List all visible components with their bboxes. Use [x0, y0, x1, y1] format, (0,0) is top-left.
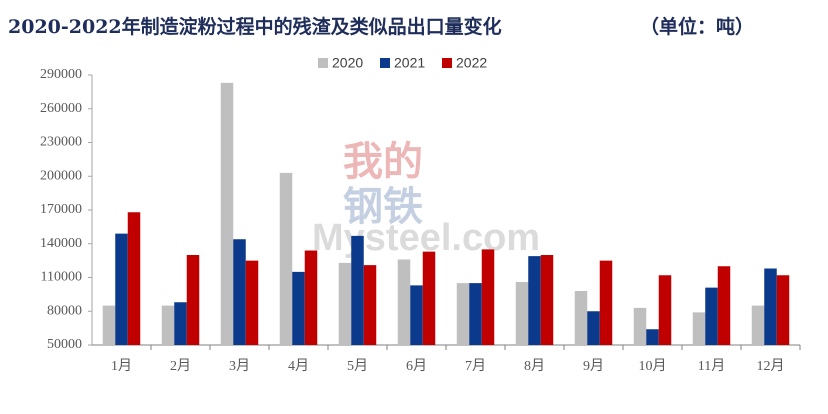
bar — [363, 265, 377, 345]
bar — [115, 233, 128, 345]
y-tick-label: 260000 — [40, 101, 82, 116]
y-tick-label: 170000 — [40, 202, 82, 217]
legend-label: 2021 — [394, 55, 425, 71]
legend-label: 2022 — [456, 55, 487, 71]
bar — [574, 291, 588, 345]
y-tick-label: 230000 — [40, 135, 82, 150]
chart-title: 2020-2022年制造淀粉过程中的残渣及类似品出口量变化 — [8, 15, 502, 38]
unit-label: （单位：吨） — [640, 15, 754, 38]
bar — [587, 311, 600, 345]
legend-swatch — [318, 58, 328, 68]
bar — [127, 212, 141, 345]
y-tick-label: 290000 — [40, 67, 82, 82]
x-tick-label: 11月 — [698, 358, 725, 374]
bar — [233, 239, 246, 345]
bar — [528, 256, 541, 345]
bar — [410, 285, 423, 345]
watermark: 我的 钢铁 Mysteel.com — [312, 138, 540, 259]
bar — [658, 275, 672, 345]
x-tick-label: 12月 — [757, 358, 785, 374]
y-tick-label: 50000 — [47, 337, 82, 352]
y-tick-label: 80000 — [47, 303, 82, 318]
bar — [646, 329, 659, 345]
y-tick-label: 200000 — [40, 168, 82, 183]
bar — [764, 268, 777, 345]
bar — [161, 305, 175, 345]
bar — [751, 305, 765, 345]
x-tick-label: 9月 — [583, 358, 604, 374]
x-tick-label: 7月 — [465, 358, 486, 374]
bar — [633, 307, 647, 345]
bar — [717, 266, 731, 345]
bar — [599, 260, 613, 345]
legend-swatch — [380, 58, 390, 68]
bar — [705, 287, 718, 345]
bar — [304, 250, 318, 345]
x-tick-label: 6月 — [406, 358, 427, 374]
bar — [456, 283, 470, 345]
legend-swatch — [442, 58, 452, 68]
x-tick-label: 8月 — [524, 358, 545, 374]
bar — [279, 172, 293, 345]
bar — [776, 275, 790, 345]
y-tick-label: 140000 — [40, 236, 82, 251]
x-tick-label: 3月 — [229, 358, 250, 374]
x-tick-label: 10月 — [639, 358, 667, 374]
legend-label: 2020 — [332, 55, 363, 71]
x-tick-label: 1月 — [111, 358, 132, 374]
bar — [186, 255, 200, 345]
bar — [540, 255, 554, 345]
bar — [692, 312, 706, 345]
bar — [515, 282, 529, 345]
bar — [292, 271, 305, 345]
watermark-text: 我的 — [343, 138, 423, 185]
bar — [102, 305, 116, 345]
watermark-text: 钢铁 — [343, 183, 423, 230]
bar — [469, 283, 482, 345]
y-tick-label: 110000 — [41, 270, 82, 285]
bar — [338, 262, 352, 345]
bar — [245, 260, 259, 345]
x-tick-label: 2月 — [170, 358, 191, 374]
bar — [481, 249, 495, 345]
bar — [422, 251, 436, 345]
x-tick-label: 4月 — [288, 358, 309, 374]
bar — [174, 302, 187, 345]
bar — [351, 235, 364, 345]
x-tick-label: 5月 — [347, 358, 368, 374]
bar — [397, 259, 411, 345]
bar — [220, 82, 234, 345]
